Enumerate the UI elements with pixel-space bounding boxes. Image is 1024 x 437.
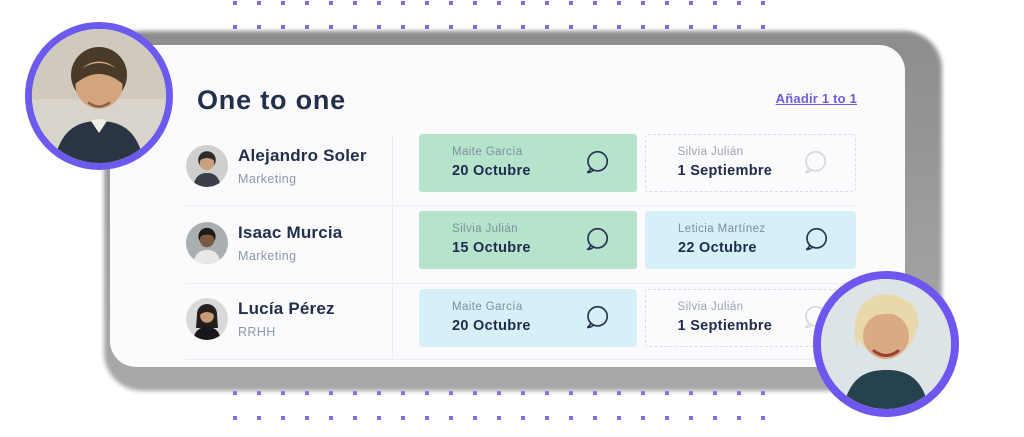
meeting-with: Leticia Martínez	[678, 223, 766, 235]
meeting-card[interactable]: Silvia Julián 1 Septiembre	[645, 289, 856, 347]
meeting-card[interactable]: Maite García 20 Octubre	[419, 134, 637, 192]
employee-name: Alejandro Soler	[238, 146, 367, 165]
chat-bubble-icon[interactable]	[801, 226, 830, 255]
meeting-with: Silvia Julián	[677, 145, 744, 158]
dot-pattern-bottom-row1	[233, 391, 765, 395]
employee-department: Marketing	[238, 249, 297, 263]
employee-department: Marketing	[238, 172, 297, 186]
one-to-one-panel: One to one Añadir 1 to 1 Alejandro Soler…	[110, 45, 905, 367]
dot-pattern-top-row2	[233, 25, 765, 29]
row-separator	[186, 283, 857, 284]
meeting-card[interactable]: Leticia Martínez 22 Octubre	[645, 211, 856, 269]
avatar-isaac-murcia	[186, 222, 228, 264]
employee-name: Lucía Pérez	[238, 299, 335, 318]
meeting-card[interactable]: Silvia Julián 1 Septiembre	[645, 134, 856, 192]
meeting-date: 20 Octubre	[452, 163, 531, 179]
column-divider	[392, 135, 393, 359]
decorative-avatar-top-left	[25, 22, 173, 170]
meeting-with: Maite García	[452, 301, 523, 313]
decorative-avatar-bottom-right	[813, 271, 959, 417]
chat-bubble-icon[interactable]	[582, 149, 611, 178]
employee-department: RRHH	[238, 325, 276, 339]
chat-bubble-icon[interactable]	[582, 304, 611, 333]
meeting-card[interactable]: Maite García 20 Octubre	[419, 289, 637, 347]
dot-pattern-top-row1	[233, 1, 765, 5]
chat-bubble-icon[interactable]	[800, 149, 829, 178]
meeting-date: 15 Octubre	[452, 240, 531, 256]
dot-pattern-bottom-row2	[233, 416, 765, 420]
meeting-date: 22 Octubre	[678, 240, 757, 256]
meeting-date: 1 Septiembre	[677, 162, 773, 179]
meeting-with: Maite García	[452, 146, 523, 158]
meeting-date: 1 Septiembre	[677, 317, 773, 334]
avatar-lucia-perez	[186, 298, 228, 340]
meeting-date: 20 Octubre	[452, 318, 531, 334]
meeting-card[interactable]: Silvia Julián 15 Octubre	[419, 211, 637, 269]
avatar-alejandro-soler	[186, 145, 228, 187]
row-separator	[186, 205, 857, 206]
add-one-to-one-link[interactable]: Añadir 1 to 1	[775, 91, 857, 106]
meeting-with: Silvia Julián	[677, 300, 744, 313]
row-separator	[186, 359, 857, 360]
chat-bubble-icon[interactable]	[582, 226, 611, 255]
employee-name: Isaac Murcia	[238, 223, 343, 242]
meeting-with: Silvia Julián	[452, 223, 518, 235]
page-title: One to one	[197, 85, 346, 115]
